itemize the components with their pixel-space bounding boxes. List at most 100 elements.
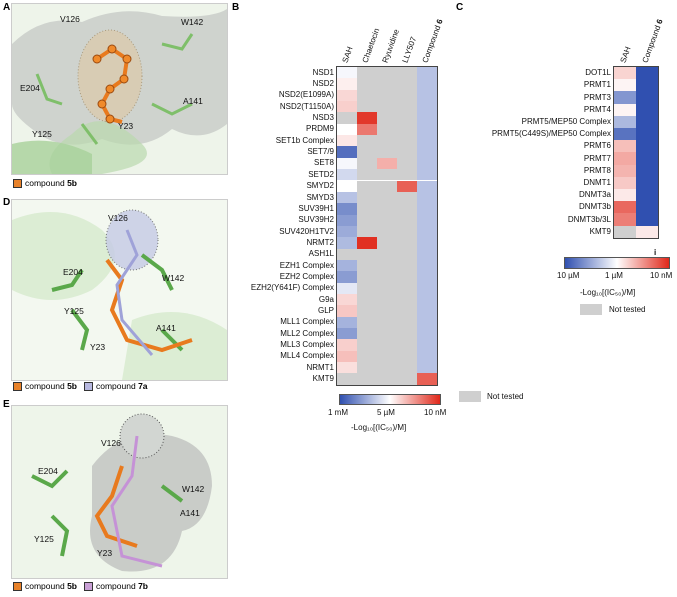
heatmap-cell xyxy=(357,135,377,147)
legend-swatch xyxy=(84,581,93,591)
marker-i: i xyxy=(654,248,657,257)
heatmap-cell xyxy=(337,146,357,158)
heatmap-cell xyxy=(417,78,437,90)
heatmap-cell xyxy=(357,362,377,374)
residue-label: Y23 xyxy=(97,548,113,558)
heatmap-cell xyxy=(377,67,397,79)
heatmap-cell xyxy=(397,214,417,226)
heatmap-cell xyxy=(377,316,397,329)
heatmap-cell xyxy=(377,248,397,260)
heatmap-cell xyxy=(357,123,377,136)
heatmap-cell xyxy=(397,203,417,215)
heatmap-cell xyxy=(614,103,636,116)
residue-label: W142 xyxy=(162,273,185,283)
residue-label: V126 xyxy=(101,438,121,448)
row-label: SET1b Complex xyxy=(275,135,334,145)
colorbar-title: -Log₁₀[(IC₅₀)/M] xyxy=(351,423,407,432)
heatmap-cell xyxy=(397,362,417,374)
heatmap-cell xyxy=(417,146,437,158)
column-label: Compound 6 xyxy=(420,17,445,65)
row-label: EZH2(Y641F) Complex xyxy=(250,283,334,293)
row-label: SUV39H1 xyxy=(298,203,334,213)
heatmap-cell xyxy=(614,189,636,202)
column-label: LLY507 xyxy=(400,35,419,64)
heatmap-cell xyxy=(417,135,437,147)
heatmap-cell xyxy=(357,225,377,238)
heatmap-cell xyxy=(337,157,357,170)
heatmap-cell xyxy=(397,328,417,340)
protein-pocket-render-a xyxy=(12,4,227,174)
heatmap-cell xyxy=(397,180,417,192)
legend-compound-number: 5b xyxy=(67,178,77,188)
heatmap-cell xyxy=(636,128,658,141)
row-label: DNMT3a xyxy=(578,190,611,200)
heatmap-cell xyxy=(397,316,417,329)
row-label: PRMT1 xyxy=(583,80,611,90)
column-label: Chaetocin xyxy=(360,27,382,64)
heatmap-frame xyxy=(613,66,659,239)
heatmap-cell xyxy=(357,328,377,340)
heatmap-cell xyxy=(417,237,437,249)
residue-label: Y23 xyxy=(118,121,134,131)
heatmap-cell xyxy=(636,79,658,92)
legend-label: compound xyxy=(96,381,136,391)
row-label: MLL1 Complex xyxy=(280,317,334,327)
heatmap-cell xyxy=(377,237,397,249)
heatmap-cell xyxy=(417,123,437,136)
legend-compound-number: 5b xyxy=(67,581,77,591)
heatmap-cell xyxy=(417,294,437,306)
heatmap-cell xyxy=(417,339,437,351)
legend-swatch xyxy=(13,381,22,391)
row-label: MLL3 Complex xyxy=(280,340,334,350)
legend-label: compound xyxy=(25,581,65,591)
heatmap-cell xyxy=(377,78,397,90)
residue-label: V126 xyxy=(60,14,80,24)
heatmap-cell xyxy=(636,189,658,202)
row-label: NRMT1 xyxy=(306,362,334,372)
heatmap-cell xyxy=(357,282,377,294)
heatmap-cell xyxy=(337,191,357,204)
legend-swatch xyxy=(84,381,93,391)
colorbar-c xyxy=(564,257,670,269)
heatmap-cell xyxy=(377,225,397,238)
heatmap-cell xyxy=(357,101,377,113)
row-label: NSD3 xyxy=(312,113,334,123)
row-label: ASH1L xyxy=(308,249,334,259)
protein-pocket-render-e xyxy=(12,406,227,578)
heatmap-cell xyxy=(417,214,437,226)
heatmap-cell xyxy=(417,305,437,317)
heatmap-cell xyxy=(337,203,357,215)
panel-letter-c: C xyxy=(456,2,464,13)
heatmap-cell xyxy=(357,146,377,158)
heatmap-cell xyxy=(377,180,397,192)
legend-d: compound 5b compound 7a xyxy=(13,381,148,391)
heatmap-cell xyxy=(636,115,658,128)
heatmap-cell xyxy=(377,259,397,272)
heatmap-cell xyxy=(417,89,437,102)
heatmap-cell xyxy=(417,248,437,260)
heatmap-cell xyxy=(397,169,417,181)
heatmap-cell xyxy=(397,248,417,260)
row-label: DOT1L xyxy=(585,68,611,78)
heatmap-cell xyxy=(377,305,397,317)
heatmap-cell xyxy=(614,79,636,92)
heatmap-cell xyxy=(357,316,377,329)
heatmap-cell xyxy=(397,191,417,204)
residue-label: Y125 xyxy=(64,306,84,316)
heatmap-cell xyxy=(417,101,437,113)
row-label: PRMT3 xyxy=(583,92,611,102)
heatmap-cell xyxy=(397,135,417,147)
row-label: PRMT4 xyxy=(583,104,611,114)
heatmap-cell xyxy=(337,259,357,272)
residue-label: Y125 xyxy=(32,129,52,139)
heatmap-cell xyxy=(377,350,397,363)
heatmap-cell xyxy=(397,259,417,272)
heatmap-cell xyxy=(397,112,417,124)
heatmap-cell xyxy=(357,248,377,260)
heatmap-cell xyxy=(397,89,417,102)
colorbar-tick: 1 µM xyxy=(605,271,623,280)
heatmap-cell xyxy=(397,101,417,113)
heatmap-cell xyxy=(377,373,397,385)
colorbar-tick: 5 µM xyxy=(377,408,395,417)
heatmap-cell xyxy=(397,339,417,351)
